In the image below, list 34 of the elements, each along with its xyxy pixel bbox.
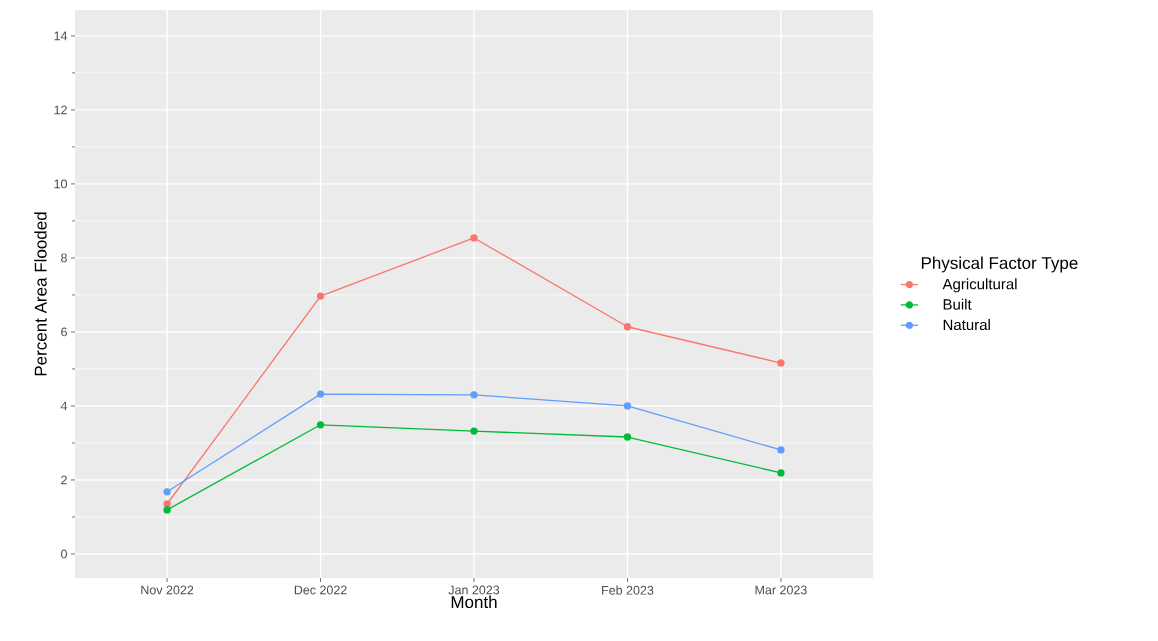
point [163, 506, 171, 514]
point [316, 390, 325, 398]
x-tick-label: Dec 2022 [294, 585, 347, 595]
point [623, 402, 632, 410]
legend-label: Natural [943, 319, 990, 331]
x-tick-label: Feb 2023 [602, 585, 654, 595]
point [777, 469, 785, 477]
point [316, 292, 325, 300]
point [777, 446, 785, 454]
y-tick-label: 8 [61, 253, 67, 263]
point [623, 323, 632, 331]
point [163, 488, 171, 496]
y-tick-label: 6 [61, 327, 67, 337]
legend-label: Agricultural [942, 278, 1017, 293]
point [777, 359, 785, 367]
x-axis-title: Month [451, 595, 497, 609]
y-tick-label: 14 [54, 31, 68, 41]
y-tick-label: 12 [54, 105, 67, 115]
point [470, 427, 478, 435]
x-tick-label: Jan 2023 [448, 585, 500, 595]
point [470, 391, 478, 399]
legend-title: Physical Factor Type [921, 256, 1078, 273]
point [316, 421, 325, 429]
x-tick-label: Mar 2023 [755, 585, 807, 595]
point [163, 500, 171, 508]
y-tick-label: 2 [61, 475, 67, 485]
y-tick-label: 10 [54, 179, 67, 189]
point [623, 433, 632, 441]
y-tick-label: 4 [60, 401, 68, 411]
x-tick-label: Nov 2022 [141, 585, 194, 595]
y-tick-label: 0 [61, 549, 67, 559]
point [470, 234, 478, 242]
legend-label: Built [943, 298, 972, 310]
y-axis-title: Percent Area Flooded [34, 212, 47, 376]
